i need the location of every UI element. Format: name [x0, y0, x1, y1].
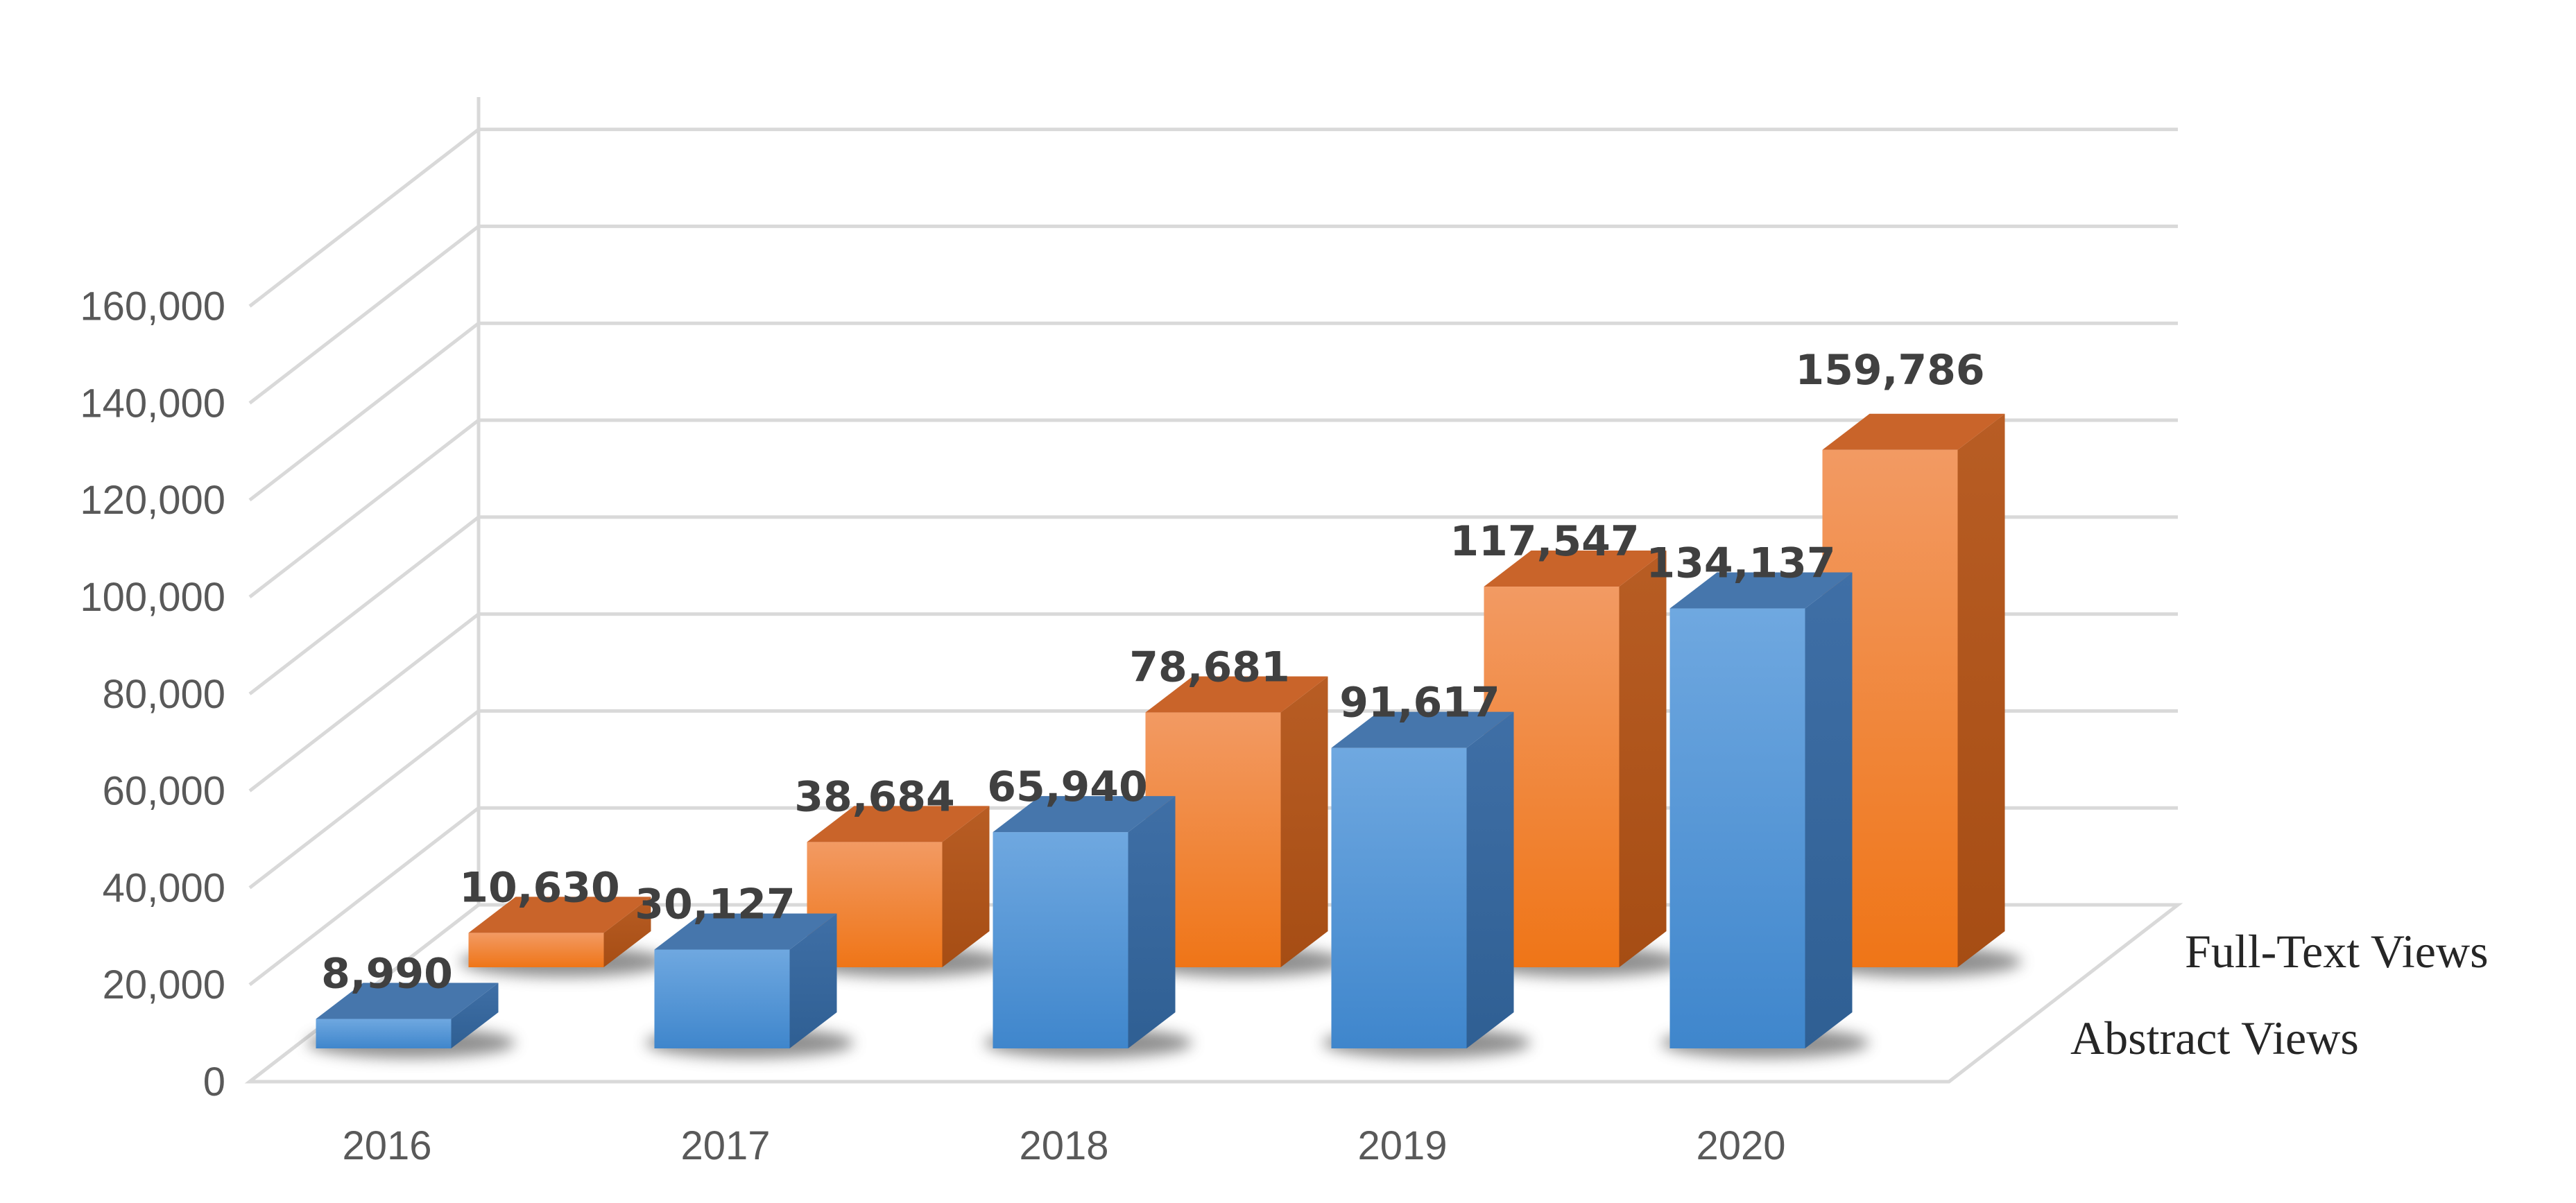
full-text-bar-top-face: [1484, 551, 1667, 587]
full-text-bar-top-face: [1822, 413, 2005, 450]
series-names: Full-Text Views Abstract Views: [2070, 925, 2489, 1064]
data-label: 134,137: [1646, 539, 1835, 588]
x-tick-label: 2018: [1019, 1123, 1108, 1168]
full-text-bar-side-face: [1957, 413, 2005, 967]
data-label: 65,940: [987, 763, 1148, 811]
data-label: 8,990: [321, 949, 453, 998]
data-label: 91,617: [1339, 679, 1500, 727]
y-tick-label: 120,000: [80, 478, 225, 523]
x-axis: 2016 2017 2018 2019 2020: [342, 1123, 1785, 1168]
abstract-bar-top-face: [1331, 711, 1514, 748]
abstract-bar-front-face: [654, 949, 790, 1048]
full-text-bar-side-face: [603, 897, 651, 967]
y-tick-label: 20,000: [103, 962, 225, 1007]
series-abstract-views: [316, 572, 1853, 1048]
data-label: 30,127: [635, 880, 796, 928]
abstract-bar: [993, 796, 1176, 1048]
abstract-bar-front-face: [316, 1019, 452, 1048]
gridline: [248, 515, 2178, 695]
y-tick-label: 40,000: [103, 865, 225, 910]
abstract-bar: [1331, 711, 1514, 1048]
data-label: 117,547: [1450, 517, 1639, 566]
full-text-bar: [468, 897, 651, 967]
abstract-bar-front-face: [1669, 608, 1805, 1048]
abstract-bar-side-face: [789, 913, 837, 1048]
full-text-bar-top-face: [468, 897, 651, 933]
y-tick-label: 100,000: [80, 575, 225, 620]
full-text-bar-side-face: [1619, 551, 1667, 967]
full-text-bar-front-face: [468, 933, 604, 967]
data-label: 38,684: [794, 772, 955, 821]
abstract-bar: [316, 983, 499, 1048]
x-tick-label: 2020: [1696, 1123, 1785, 1168]
abstract-bar-top-face: [316, 983, 499, 1019]
y-axis: 0 20,000 40,000 60,000 80,000 100,000 120,000 1…: [80, 284, 225, 1105]
abstract-bar-side-face: [1128, 796, 1176, 1048]
data-labels: 10,630 38,684 78,681 117,547 159,786 8,990 30,…: [321, 346, 1985, 998]
data-label: 10,630: [459, 863, 620, 912]
abstract-bar: [1669, 572, 1853, 1048]
series-name-abstract-views: Abstract Views: [2070, 1012, 2359, 1064]
abstract-bar-front-face: [1331, 747, 1467, 1048]
y-tick-label: 60,000: [103, 769, 225, 814]
x-tick-label: 2019: [1357, 1123, 1447, 1168]
x-tick-label: 2017: [680, 1123, 770, 1168]
y-tick-label: 160,000: [80, 284, 225, 329]
y-tick-label: 140,000: [80, 381, 225, 426]
abstract-bar-side-face: [1466, 711, 1514, 1048]
series-name-full-text-views: Full-Text Views: [2185, 925, 2489, 978]
abstract-bar-top-face: [993, 796, 1176, 833]
data-label: 78,681: [1129, 643, 1290, 692]
full-text-bar-top-face: [807, 806, 990, 842]
full-text-bar-side-face: [942, 806, 990, 967]
gridline: [248, 224, 2178, 405]
gridline: [248, 128, 2178, 308]
data-label: 159,786: [1795, 346, 1984, 395]
y-tick-label: 80,000: [103, 672, 225, 717]
abstract-bar-top-face: [1669, 572, 1853, 609]
gridline: [248, 321, 2178, 502]
abstract-bar-front-face: [993, 832, 1128, 1048]
x-tick-label: 2016: [342, 1123, 431, 1168]
full-text-bar-top-face: [1145, 676, 1328, 713]
abstract-bar: [654, 913, 837, 1048]
gridline: [248, 418, 2178, 598]
abstract-bar-top-face: [654, 913, 837, 950]
full-text-bar: [807, 806, 990, 967]
full-text-bar-side-face: [1280, 676, 1328, 967]
abstract-bar-side-face: [1805, 572, 1853, 1048]
abstract-bar-side-face: [451, 983, 499, 1048]
y-tick-label: 0: [203, 1059, 225, 1105]
